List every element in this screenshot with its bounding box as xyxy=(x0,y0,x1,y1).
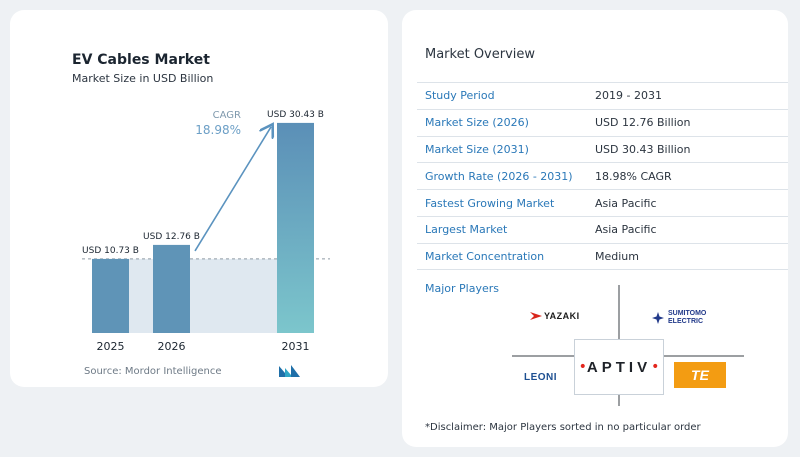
x-tick-2025: 2025 xyxy=(97,340,125,353)
x-tick-2026: 2026 xyxy=(158,340,186,353)
overview-row-label: Study Period xyxy=(425,89,495,103)
chart-subtitle: Market Size in USD Billion xyxy=(72,72,214,85)
cagr-arrow xyxy=(194,127,271,252)
overview-row-value: Medium xyxy=(595,249,639,263)
sumitomo-text-line2: ELECTRIC xyxy=(668,318,703,325)
overview-row-value: Asia Pacific xyxy=(595,196,657,210)
overview-row-value: 2019 - 2031 xyxy=(595,89,662,103)
overview-row: Market Size (2026) USD 12.76 Billion xyxy=(417,108,788,136)
overview-row-label: Growth Rate (2026 - 2031) xyxy=(425,169,573,183)
bar-2025 xyxy=(92,258,129,333)
overview-row-label: Market Size (2026) xyxy=(425,116,529,130)
chart-title: EV Cables Market xyxy=(72,52,210,68)
overview-row: Growth Rate (2026 - 2031) 18.98% CAGR xyxy=(417,162,788,189)
overview-row-value: USD 12.76 Billion xyxy=(595,116,691,130)
aptiv-logo-box: • APTIV • xyxy=(574,339,664,395)
cagr-value: 18.98% xyxy=(195,123,241,137)
aptiv-dot-right-icon: • xyxy=(651,359,660,375)
bar-2031 xyxy=(277,122,314,334)
data-label-2025: USD 10.73 B xyxy=(82,246,139,256)
disclaimer-text: *Disclaimer: Major Players sorted in no … xyxy=(425,422,701,433)
overview-row-value: USD 30.43 Billion xyxy=(595,142,691,156)
yazaki-text: YAZAKI xyxy=(544,311,580,321)
cagr-label: CAGR xyxy=(213,110,241,121)
overview-row: Study Period 2019 - 2031 xyxy=(417,82,788,109)
aptiv-dot-left-icon: • xyxy=(578,359,587,375)
overview-row-value: 18.98% CAGR xyxy=(595,169,672,183)
major-players-title: Major Players xyxy=(425,282,499,295)
leoni-logo: LEONI xyxy=(524,372,558,383)
te-logo: TE xyxy=(674,362,726,388)
sumitomo-text-line1: SUMITOMO xyxy=(668,310,707,317)
overview-row-value: Asia Pacific xyxy=(595,223,657,237)
overview-row: Market Concentration Medium xyxy=(417,242,788,270)
aptiv-logo-text: APTIV xyxy=(586,358,652,376)
te-logo-text: TE xyxy=(691,367,709,383)
overview-row-label: Market Concentration xyxy=(425,249,545,263)
yazaki-logo: YAZAKI xyxy=(530,311,580,321)
overview-row-label: Market Size (2031) xyxy=(425,142,529,156)
sumitomo-logo: SUMITOMO ELECTRIC xyxy=(652,310,706,326)
growth-shade xyxy=(129,258,153,333)
overview-row: Largest Market Asia Pacific xyxy=(417,215,788,243)
overview-row-label: Fastest Growing Market xyxy=(425,196,555,210)
data-label-2026: USD 12.76 B xyxy=(143,232,200,242)
overview-row: Fastest Growing Market Asia Pacific xyxy=(417,189,788,216)
mordor-intelligence-logo-icon xyxy=(279,365,300,377)
overview-row-label: Largest Market xyxy=(425,223,508,237)
yazaki-mark-icon xyxy=(530,312,542,320)
sumitomo-mark-icon xyxy=(652,312,664,324)
source-text: Source: Mordor Intelligence xyxy=(84,366,222,377)
market-overview-title: Market Overview xyxy=(425,47,536,62)
data-label-2031: USD 30.43 B xyxy=(267,110,324,120)
overview-row: Market Size (2031) USD 30.43 Billion xyxy=(417,135,788,163)
bar-chart: USD 10.73 B 2025 USD 12.76 B 2026 USD 30.43 … xyxy=(82,110,330,353)
bar-2026 xyxy=(153,244,190,333)
growth-shade xyxy=(190,258,277,333)
market-overview-table: Study Period 2019 - 2031 Market Size (2026… xyxy=(417,82,788,270)
x-tick-2031: 2031 xyxy=(282,340,310,353)
